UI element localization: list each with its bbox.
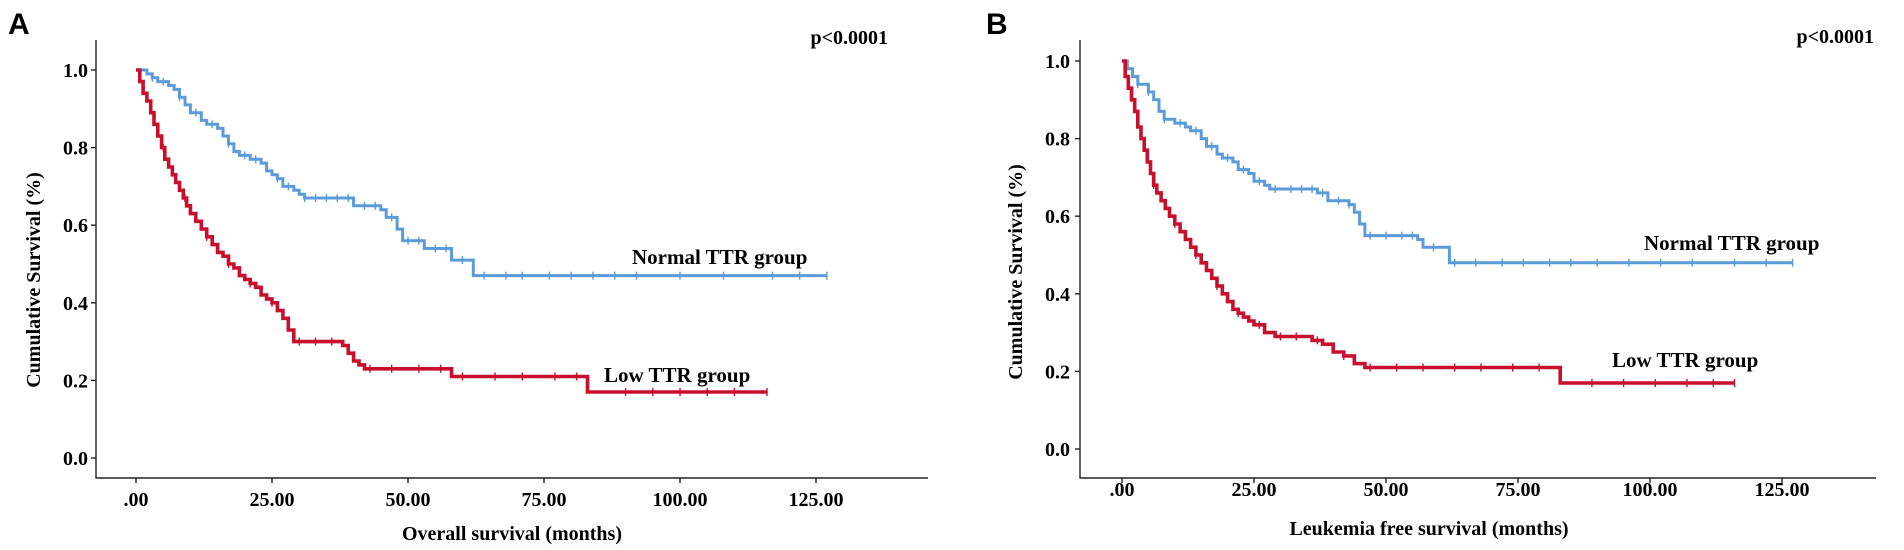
x-tick-label: .00 <box>1110 479 1135 501</box>
chart-panel-b: B .00 25.00 50.00 75.00 100.00 125.00 0.0 0.2 0.4… <box>986 8 1876 540</box>
y-axis-title: Cumulative Survival (%) <box>1005 164 1027 380</box>
axes-frame <box>1079 40 1876 479</box>
x-tick-label: 25.00 <box>250 489 295 511</box>
low-ttr-label: Low TTR group <box>604 363 750 387</box>
x-tick-label: 100.00 <box>1623 479 1678 501</box>
chart-panel-a: A .00 25.00 50.00 75.00 100.00 125.00 0.0 0.2 0.4… <box>8 8 928 545</box>
low-ttr-curve <box>1122 59 1735 385</box>
x-axis-title: Leukemia free survival (months) <box>1289 518 1568 540</box>
y-tick-label: 0.8 <box>63 138 88 160</box>
y-tick-label: 0.4 <box>63 293 88 315</box>
x-tick-label: 100.00 <box>653 489 708 511</box>
y-tick-label: 0.6 <box>63 215 88 237</box>
y-tick-label: 1.0 <box>63 60 88 82</box>
y-tick-label: 0.8 <box>1045 129 1070 151</box>
axes-frame <box>95 40 928 479</box>
y-tick-label: 0.6 <box>1045 206 1070 228</box>
normal-ttr-label: Normal TTR group <box>1644 231 1819 255</box>
y-tick-label: 0.0 <box>63 448 88 470</box>
y-tick-label: 0.2 <box>63 370 88 392</box>
x-tick-label: 50.00 <box>1364 479 1409 501</box>
p-value-annotation: p<0.0001 <box>810 27 888 49</box>
y-tick-label: 1.0 <box>1045 51 1070 73</box>
panel-label: A <box>8 8 30 41</box>
p-value-annotation: p<0.0001 <box>1796 26 1874 48</box>
panel-label: B <box>986 8 1008 41</box>
x-tick-label: 75.00 <box>522 489 567 511</box>
x-tick-label: 75.00 <box>1496 479 1541 501</box>
normal-ttr-curve <box>1122 59 1793 265</box>
normal-ttr-label: Normal TTR group <box>632 245 807 269</box>
x-axis-title: Overall survival (months) <box>402 523 622 545</box>
low-ttr-label: Low TTR group <box>1612 348 1758 372</box>
y-tick-label: 0.2 <box>1045 361 1070 383</box>
x-tick-label: 125.00 <box>789 489 844 511</box>
y-axis-title: Cumulative Survival (%) <box>23 172 45 388</box>
x-tick-label: .00 <box>124 489 149 511</box>
y-tick-label: 0.4 <box>1045 284 1070 306</box>
x-tick-label: 25.00 <box>1232 479 1277 501</box>
low-ttr-curve <box>136 68 767 394</box>
y-tick-label: 0.0 <box>1045 439 1070 461</box>
x-tick-label: 50.00 <box>386 489 431 511</box>
x-tick-label: 125.00 <box>1755 479 1810 501</box>
